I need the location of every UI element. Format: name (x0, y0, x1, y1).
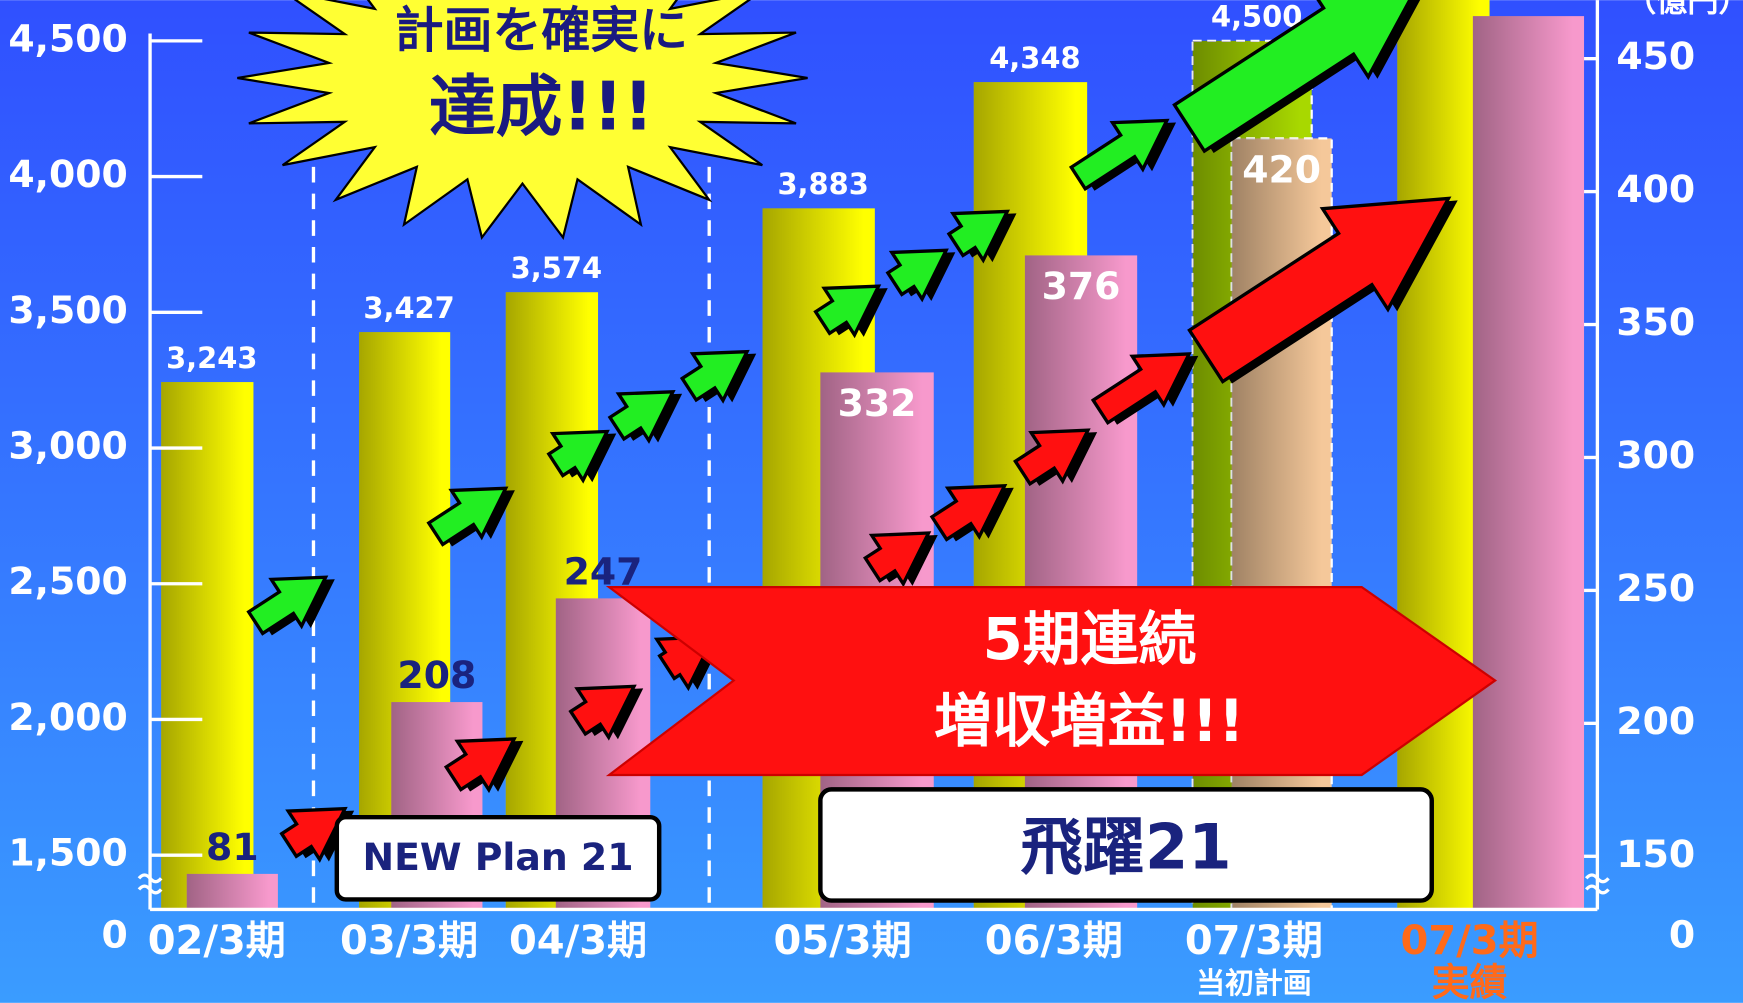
arrow (929, 484, 1014, 542)
x-tick-label: 05/3期 (774, 918, 912, 964)
y-tick-label: 3,500 (8, 288, 128, 332)
x-tick-label: 07/3期 (1185, 918, 1323, 964)
arrow-body (568, 684, 637, 741)
arrow-body (1013, 428, 1091, 487)
arrow-body (929, 484, 1008, 542)
y2-tick-label: 450 (1616, 34, 1695, 78)
data-label: 3,574 (511, 251, 602, 285)
axis-break (1584, 873, 1610, 895)
arrow-body (546, 429, 610, 484)
arrow (813, 284, 888, 339)
arrow (607, 390, 683, 444)
banner-text: 5期連続 (983, 605, 1197, 673)
starburst-text: 達成!!! (429, 67, 654, 145)
arrow-body (885, 248, 949, 303)
banner-text: 増収増益!!! (934, 687, 1244, 755)
arrow (443, 737, 524, 794)
arrow (546, 429, 617, 484)
arrow-body (1068, 118, 1170, 192)
data-label: 4,500 (1211, 0, 1302, 34)
arrow (862, 531, 938, 588)
arrow-body (813, 284, 882, 339)
arrow (1068, 118, 1177, 192)
arrow-body (426, 486, 509, 547)
arrow-body (1090, 352, 1192, 426)
y2-tick-label: 400 (1616, 167, 1695, 211)
y-tick-label: 4,000 (8, 152, 128, 196)
axis-break (137, 873, 163, 895)
arrow (679, 349, 757, 404)
arrow (1090, 352, 1199, 426)
arrow (946, 209, 1017, 264)
starburst-text: 計画を確実に (395, 2, 688, 59)
y-tick-label: 2,000 (8, 695, 128, 739)
data-label: 81 (206, 825, 259, 869)
plan-box-text: 飛躍21 (1020, 811, 1231, 884)
arrow-body (246, 575, 329, 636)
x-tick-label: 03/3期 (340, 918, 478, 964)
arrow-body (443, 737, 517, 794)
y2-tick-label: 0 (1669, 913, 1695, 957)
data-label: 3,427 (363, 291, 454, 325)
x-tick-label: 07/3期 (1400, 918, 1538, 964)
arrow-body (607, 390, 676, 444)
x-tick-label: 02/3期 (148, 918, 286, 964)
arrow (246, 575, 335, 636)
data-label: 3,243 (166, 341, 257, 375)
x-tick-sublabel: 実績 (1432, 961, 1508, 1003)
data-label: 3,883 (777, 167, 868, 201)
arrow (1187, 196, 1458, 384)
y-tick-label: 2,500 (8, 559, 128, 603)
banner (605, 585, 1498, 777)
y-tick-label: 1,500 (8, 831, 128, 875)
arrow (885, 248, 956, 303)
y2-tick-label: 300 (1616, 433, 1695, 477)
data-label: 4,348 (989, 41, 1080, 75)
arrow (1172, 0, 1432, 154)
bar-shade (161, 382, 254, 910)
y-tick-label: 3,000 (8, 424, 128, 468)
x-tick-sublabel: 当初計画 (1196, 966, 1312, 1000)
plan-box-text: NEW Plan 21 (362, 835, 633, 879)
arrow-body (279, 806, 348, 863)
data-label: 420 (1242, 147, 1321, 191)
data-label: 208 (397, 653, 476, 697)
arrow (1013, 428, 1098, 487)
y2-tick-label: 200 (1616, 699, 1695, 743)
y2-tick-label: 250 (1616, 566, 1695, 610)
x-tick-label: 06/3期 (985, 918, 1123, 964)
arrow-body (862, 531, 932, 588)
arrow-body (1187, 196, 1452, 384)
arrow (568, 684, 644, 741)
bar-shade (186, 873, 278, 910)
starburst (237, 0, 808, 241)
bar-shade (1472, 16, 1585, 910)
y-tick-label: 0 (102, 913, 128, 957)
arrow-body (946, 209, 1010, 264)
y-tick-label: 4,500 (8, 16, 128, 60)
plan-box (818, 787, 1434, 903)
data-label: 376 (1042, 264, 1121, 308)
y2-tick-label: 350 (1616, 300, 1695, 344)
arrow-body (1172, 0, 1426, 154)
data-label: 332 (838, 381, 917, 425)
plan-box (334, 814, 662, 902)
x-tick-label: 04/3期 (509, 918, 647, 964)
y2-axis-label: （億円） (1625, 0, 1743, 19)
y2-tick-label: 150 (1616, 832, 1695, 876)
arrow (426, 486, 515, 547)
arrow-body (679, 349, 750, 404)
